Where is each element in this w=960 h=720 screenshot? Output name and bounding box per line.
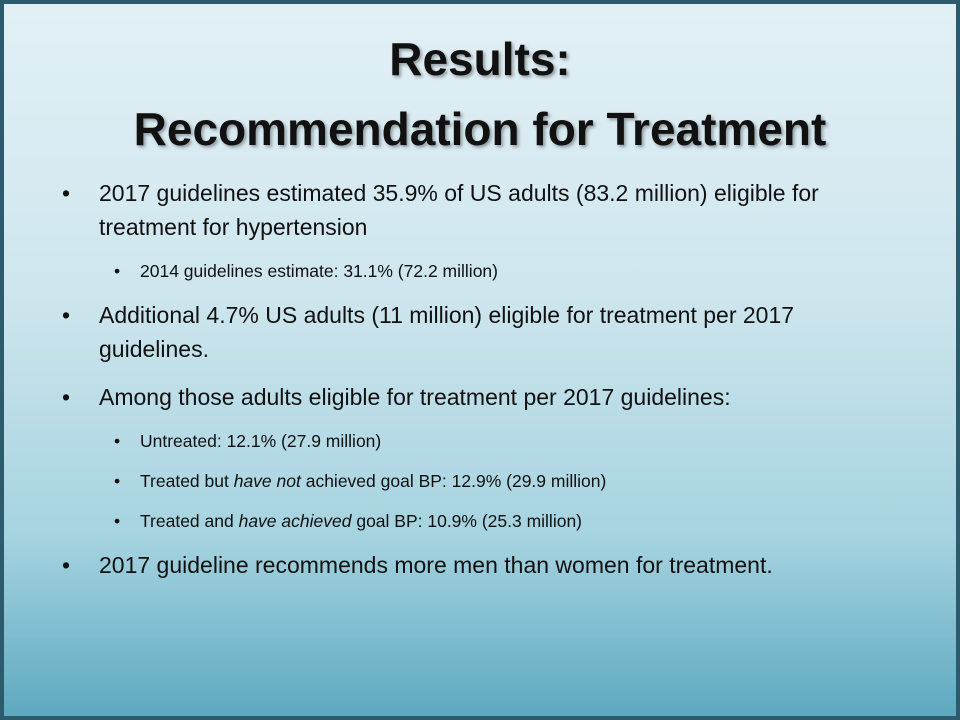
text-segment: Treated but <box>140 471 234 491</box>
sub-bullet: Treated but have not achieved goal BP: 1… <box>62 468 902 494</box>
text-segment: achieved goal BP: 12.9% (29.9 million) <box>300 471 607 491</box>
bullet: Additional 4.7% US adults (11 million) e… <box>62 298 902 366</box>
text-segment: have achieved <box>238 511 352 531</box>
text-segment: have not <box>233 471 301 491</box>
bullet: 2017 guideline recommends more men than … <box>62 548 902 582</box>
text-segment: Untreated: 12.1% (27.9 million) <box>140 431 382 451</box>
title-line: Recommendation for Treatment <box>133 103 827 155</box>
text-segment: Treated and <box>140 511 239 531</box>
sub-bullet: Treated and have achieved goal BP: 10.9%… <box>62 508 902 534</box>
bullet-list: 2017 guidelines estimated 35.9% of US ad… <box>62 176 902 596</box>
bullet: Among those adults eligible for treatmen… <box>62 380 902 414</box>
sub-bullet: Untreated: 12.1% (27.9 million) <box>62 428 902 454</box>
text-segment: goal BP: 10.9% (25.3 million) <box>351 511 583 531</box>
text-segment: Among those adults eligible for treatmen… <box>99 384 731 410</box>
text-segment: 2017 guidelines estimated 35.9% of US ad… <box>99 180 819 240</box>
text-segment: Additional 4.7% US adults (11 million) e… <box>99 302 795 362</box>
title-line: Results: <box>389 33 571 85</box>
bullet: 2017 guidelines estimated 35.9% of US ad… <box>62 176 902 244</box>
sub-bullet: 2014 guidelines estimate: 31.1% (72.2 mi… <box>62 258 902 284</box>
text-segment: 2014 guidelines estimate: 31.1% (72.2 mi… <box>140 261 498 281</box>
text-segment: 2017 guideline recommends more men than … <box>99 552 773 578</box>
slide-title: Results: Recommendation for Treatment <box>4 24 956 164</box>
